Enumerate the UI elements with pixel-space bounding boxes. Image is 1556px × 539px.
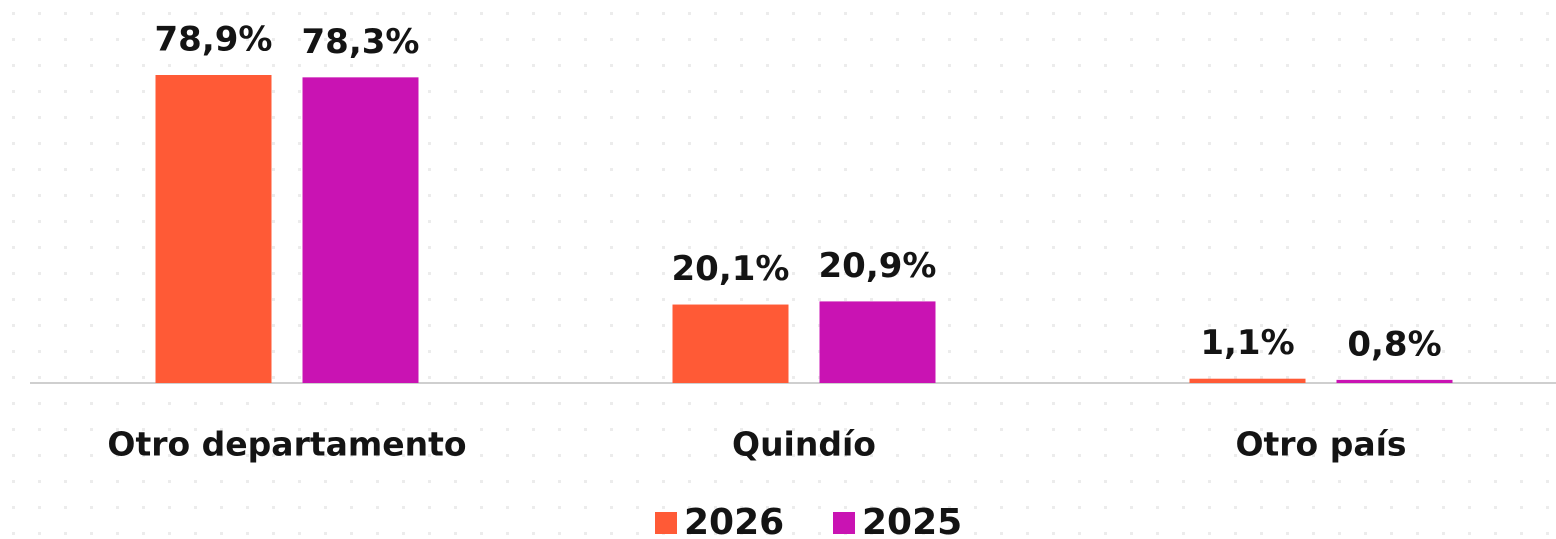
legend-swatch	[655, 512, 677, 534]
data-label: 20,9%	[819, 246, 937, 286]
x-tick-label: Quindío	[732, 425, 876, 464]
legend-swatch	[833, 512, 855, 534]
bar	[302, 77, 419, 383]
bar	[672, 304, 789, 383]
data-label: 78,9%	[155, 20, 273, 60]
legend-label: 2025	[862, 502, 962, 539]
data-label: 20,1%	[672, 249, 790, 289]
data-label: 1,1%	[1200, 323, 1294, 363]
data-label: 0,8%	[1347, 324, 1441, 364]
legend-label: 2026	[684, 502, 784, 539]
bar	[1189, 378, 1306, 383]
bar	[1336, 379, 1453, 383]
bar	[155, 75, 272, 383]
x-tick-label: Otro departamento	[107, 425, 466, 464]
bar	[819, 301, 936, 383]
data-label: 78,3%	[302, 22, 420, 62]
x-tick-label: Otro país	[1235, 425, 1406, 464]
